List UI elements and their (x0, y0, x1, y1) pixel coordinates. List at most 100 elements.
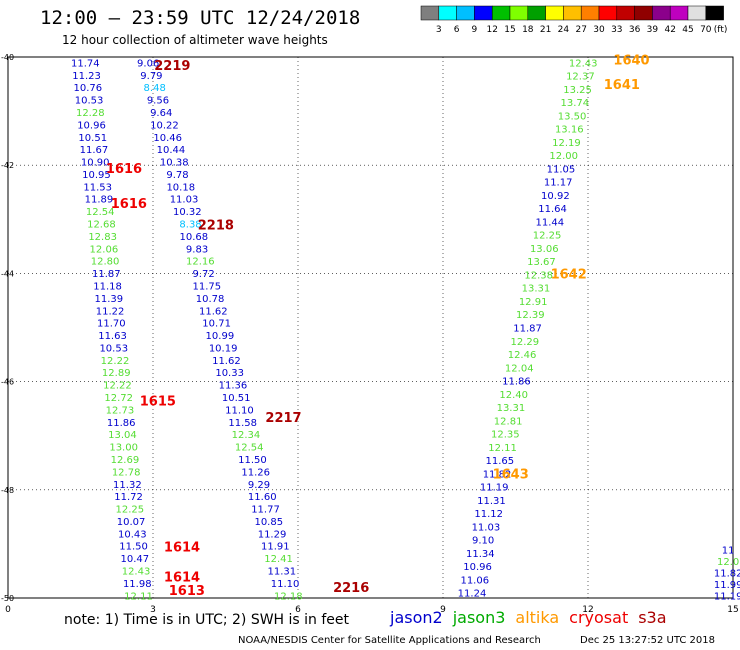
color-scale-label: 33 (611, 25, 622, 35)
color-scale-label: 3 (436, 25, 442, 35)
wave-height-value: 12.83 (88, 232, 117, 243)
x-tick-label: 0 (5, 605, 11, 615)
pass-number-label: 1615 (140, 395, 176, 410)
wave-height-value: 10.92 (541, 191, 570, 202)
wave-height-value: 11.06 (460, 575, 489, 586)
wave-height-value: 11.10 (225, 405, 254, 416)
wave-height-value: 12.68 (87, 220, 116, 231)
wave-height-value: 12.16 (186, 257, 215, 268)
y-tick-label: -44 (1, 269, 14, 278)
wave-height-value: 10.53 (99, 343, 128, 354)
wave-height-value: 12.41 (264, 554, 293, 565)
wave-height-value: 12.0 (717, 557, 739, 568)
wave-height-value: 10.96 (77, 120, 106, 131)
wave-height-value: 10.85 (254, 517, 283, 528)
color-scale-label: 45 (682, 25, 693, 35)
y-tick-label: -48 (1, 486, 14, 495)
wave-height-value: 11.03 (170, 195, 199, 206)
wave-height-value: 12.11 (488, 443, 517, 454)
wave-height-value: 11.18 (93, 281, 122, 292)
wave-height-value: 12.72 (104, 393, 133, 404)
wave-height-value: 11.50 (119, 542, 148, 553)
wave-height-value: 11.64 (538, 204, 567, 215)
wave-height-value: 10.43 (118, 529, 147, 540)
wave-height-value: 9.06 (137, 58, 159, 69)
wave-height-value: 11.24 (458, 589, 487, 600)
y-tick-label: -46 (1, 378, 14, 387)
credit-line: NOAA/NESDIS Center for Satellite Applica… (238, 635, 541, 646)
wave-height-value: 12.38 (524, 270, 553, 281)
wave-height-value: 9.64 (150, 108, 172, 119)
x-tick-label: 15 (727, 605, 738, 615)
wave-height-value: 12.40 (499, 390, 528, 401)
wave-height-value: 11.10 (271, 579, 300, 590)
wave-height-value: 11.60 (248, 492, 277, 503)
color-scale-label: 21 (540, 25, 551, 35)
wave-height-value: 12.22 (101, 356, 130, 367)
wave-height-value: 11.98 (123, 579, 152, 590)
wave-height-value: 11.70 (97, 319, 126, 330)
wave-height-value: 11.87 (92, 269, 121, 280)
wave-height-value: 10.68 (179, 232, 208, 243)
wave-height-value: 11.23 (72, 71, 101, 82)
legend-item-jason3: jason3 (452, 608, 506, 627)
wave-height-value: 10.19 (209, 343, 238, 354)
wave-height-value: 10.51 (222, 393, 251, 404)
wave-height-value: 13.25 (563, 85, 592, 96)
color-scale-label: 42 (664, 25, 675, 35)
legend-item-cryosat: cryosat (569, 608, 629, 627)
color-scale-bar: 3 6 9 12 15 18 21 24 27 30 33 36 39 42 45 70 (ft) (420, 5, 728, 35)
color-scale-label: 39 (647, 25, 659, 35)
wave-height-value: 12.69 (111, 455, 140, 466)
color-scale-label: 15 (504, 25, 515, 35)
wave-height-value: 9.10 (472, 536, 494, 547)
wave-height-value: 10.07 (117, 517, 146, 528)
wave-height-value: 11.44 (535, 217, 564, 228)
pass-number-label: 2216 (333, 581, 369, 596)
wave-height-value: 11.03 (472, 522, 501, 533)
wave-height-value: 11.34 (466, 549, 495, 560)
wave-height-value: 12.34 (232, 430, 261, 441)
wave-height-value: 9.72 (192, 269, 214, 280)
pass-number-label: 2219 (154, 59, 190, 74)
wave-height-value: 11.87 (513, 324, 542, 335)
wave-height-value: 10.47 (120, 554, 149, 565)
pass-number-label: 1616 (106, 162, 142, 177)
wave-height-value: 11.63 (98, 331, 127, 342)
wave-height-value: 10.78 (196, 294, 225, 305)
wave-height-value: 11.17 (544, 178, 573, 189)
wave-height-value: 12.78 (112, 467, 141, 478)
wave-height-value: 12.43 (569, 58, 598, 69)
plot-frame (7, 56, 734, 599)
wave-height-value: 11.67 (80, 145, 109, 156)
wave-height-value: 11.31 (267, 567, 296, 578)
wave-height-value: 11.32 (113, 480, 142, 491)
wave-height-value: 9.78 (166, 170, 188, 181)
wave-height-value: 12.00 (549, 151, 578, 162)
wave-height-value: 10.22 (150, 120, 179, 131)
wave-height-value: 11.22 (96, 306, 125, 317)
color-scale-label: 12 (486, 25, 497, 35)
color-scale-unit: (ft) (714, 25, 728, 35)
pass-number-label: 1614 (164, 541, 200, 556)
wave-height-value: 12.54 (86, 207, 115, 218)
wave-height-value: 10.76 (73, 83, 102, 94)
wave-height-value: 8.38 (179, 220, 201, 231)
wave-height-value: 11.19 (480, 483, 509, 494)
wave-height-value: 12.35 (491, 430, 520, 441)
legend-item-s3a: s3a (638, 608, 667, 627)
wave-height-value: 13.00 (109, 443, 138, 454)
x-tick-label: 3 (150, 605, 156, 615)
wave-height-value: 9.79 (140, 71, 162, 82)
wave-height-value: 13.74 (561, 98, 590, 109)
wave-height-value: 11.72 (114, 492, 143, 503)
wave-height-value: 11.65 (485, 456, 514, 467)
wave-height-value: 11.36 (219, 381, 248, 392)
color-scale-label: 6 (454, 25, 460, 35)
pass-number-label: 2217 (265, 411, 301, 426)
pass-number-label: 1642 (551, 267, 587, 282)
pass-number-label: 1613 (169, 584, 205, 599)
wave-height-value: 12.46 (508, 350, 537, 361)
pass-number-label: 1640 (613, 54, 649, 69)
